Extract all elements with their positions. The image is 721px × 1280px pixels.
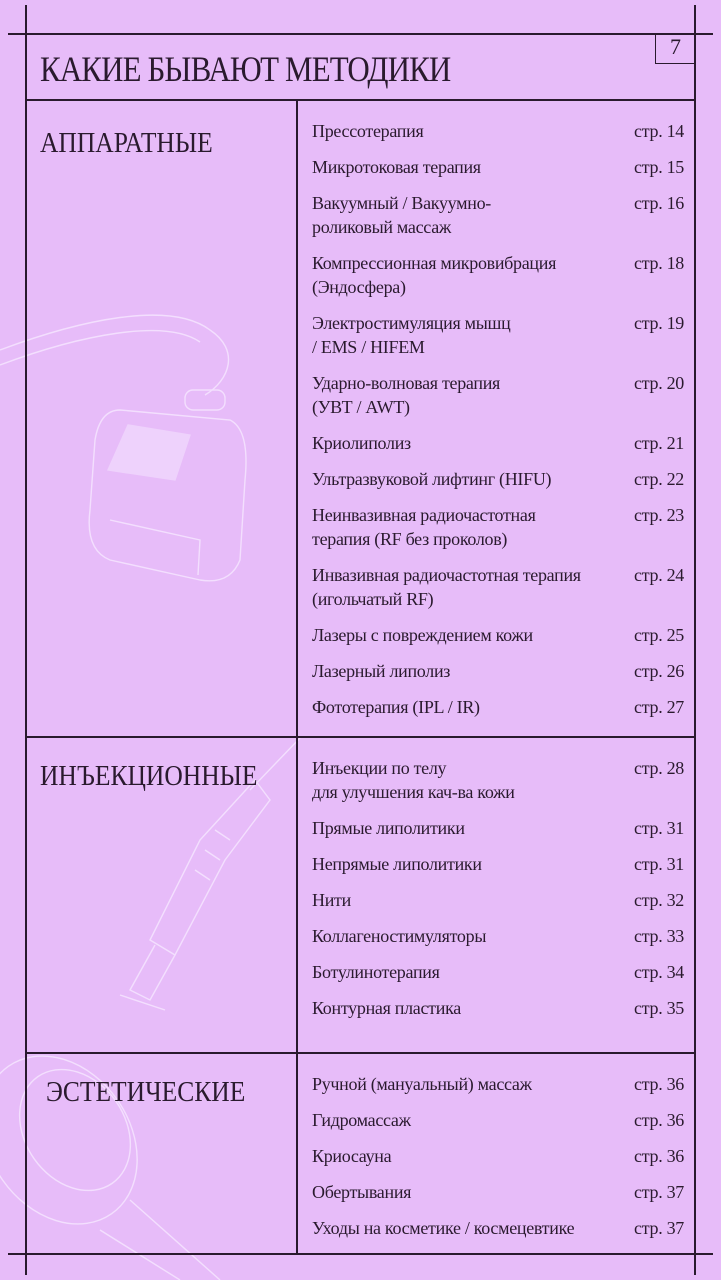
entry-page: стр. 14 [634,121,684,141]
toc-entry: Ручной (мануальный) массаж стр. 36 [312,1072,684,1096]
toc-entry: Фототерапия (IPL / IR) стр. 27 [312,695,684,719]
toc-entry: Ультразвуковой лифтинг (HIFU) стр. 22 [312,467,684,491]
entry-page: стр. 36 [634,1074,684,1094]
apparatus-list: Прессотерапия стр. 14 Микротоковая терапия… [312,119,684,731]
toc-entry: Уходы на косметике / космецевтике стр. 37 [312,1216,684,1240]
entry-name: Инвазивная радиочастотная терапия (иголь… [312,565,581,609]
entry-page: стр. 26 [634,661,684,681]
toc-entry: Гидромассаж стр. 36 [312,1108,684,1132]
top-rule [8,33,713,35]
section-title-aesthetic: ЭСТЕТИЧЕСКИЕ [46,1076,246,1108]
entry-name: Коллагеностимуляторы [312,926,487,946]
toc-entry: Ударно-волновая терапия (УВТ / AWT) стр. … [312,371,684,419]
entry-name: Микротоковая терапия [312,157,481,177]
toc-entry: Микротоковая терапия стр. 15 [312,155,684,179]
toc-entry: Ботулинотерапия стр. 34 [312,960,684,984]
entry-page: стр. 16 [634,193,684,213]
toc-entry: Нити стр. 32 [312,888,684,912]
toc-entry: Обертывания стр. 37 [312,1180,684,1204]
entry-page: стр. 32 [634,890,684,910]
toc-entry: Коллагеностимуляторы стр. 33 [312,924,684,948]
entry-name: Неинвазивная радиочастотная терапия (RF … [312,505,536,549]
entry-page: стр. 33 [634,926,684,946]
toc-entry: Электростимуляция мышц / EMS / HIFEM стр.… [312,311,684,359]
entry-name: Лазеры с повреждением кожи [312,625,533,645]
entry-page: стр. 34 [634,962,684,982]
entry-page: стр. 36 [634,1146,684,1166]
entry-name: Электростимуляция мышц / EMS / HIFEM [312,313,511,357]
entry-name: Лазерный липолиз [312,661,451,681]
entry-name: Гидромассаж [312,1110,411,1130]
entry-name: Ударно-волновая терапия (УВТ / AWT) [312,373,501,417]
entry-page: стр. 19 [634,313,684,333]
toc-entry: Криолиполиз стр. 21 [312,431,684,455]
massage-brush-icon [0,1055,221,1280]
left-rule [25,5,27,1275]
entry-name: Уходы на косметике / космецевтике [312,1218,575,1238]
toc-entry: Лазеры с повреждением кожи стр. 25 [312,623,684,647]
entry-name: Фототерапия (IPL / IR) [312,697,480,717]
page-title: КАКИЕ БЫВАЮТ МЕТОДИКИ [40,49,451,89]
entry-page: стр. 37 [634,1218,684,1238]
right-rule [694,5,696,1275]
entry-page: стр. 37 [634,1182,684,1202]
entry-page: стр. 31 [634,854,684,874]
aesthetic-list: Ручной (мануальный) массаж стр. 36 Гидрома… [312,1072,684,1252]
entry-name: Компрессионная микровибрация (Эндосфера) [312,253,557,297]
column-divider [296,99,298,1254]
injection-list: Инъекции по телу для улучшения кач-ва ко… [312,756,684,1032]
entry-name: Непрямые липолитики [312,854,482,874]
toc-entry: Компрессионная микровибрация (Эндосфера)… [312,251,684,299]
entry-page: стр. 21 [634,433,684,453]
entry-name: Криолиполиз [312,433,411,453]
entry-page: стр. 25 [634,625,684,645]
toc-entry: Вакуумный / Вакуумно- роликовый массаж ст… [312,191,684,239]
toc-entry: Лазерный липолиз стр. 26 [312,659,684,683]
section-title-injection: ИНЪЕКЦИОННЫЕ [40,760,258,792]
entry-page: стр. 23 [634,505,684,525]
title-divider [25,99,695,101]
entry-name: Криосауна [312,1146,392,1166]
entry-name: Прессотерапия [312,121,424,141]
toc-entry: Инъекции по телу для улучшения кач-ва ко… [312,756,684,804]
entry-page: стр. 27 [634,697,684,717]
entry-page: стр. 18 [634,253,684,273]
entry-name: Инъекции по телу для улучшения кач-ва ко… [312,758,515,802]
entry-name: Вакуумный / Вакуумно- роликовый массаж [312,193,491,237]
entry-name: Обертывания [312,1182,412,1202]
entry-page: стр. 31 [634,818,684,838]
entry-name: Контурная пластика [312,998,461,1018]
entry-page: стр. 24 [634,565,684,585]
entry-name: Ботулинотерапия [312,962,440,982]
apparatus-device-icon [0,314,247,582]
section-title-apparatus: АППАРАТНЫЕ [40,127,213,159]
toc-entry: Прямые липолитики стр. 31 [312,816,684,840]
section-divider [25,736,695,738]
page-number: 7 [655,33,695,64]
entry-name: Ультразвуковой лифтинг (HIFU) [312,469,552,489]
entry-page: стр. 20 [634,373,684,393]
toc-entry: Неинвазивная радиочастотная терапия (RF … [312,503,684,551]
toc-entry: Контурная пластика стр. 35 [312,996,684,1020]
toc-entry: Инвазивная радиочастотная терапия (иголь… [312,563,684,611]
entry-page: стр. 15 [634,157,684,177]
toc-entry: Прессотерапия стр. 14 [312,119,684,143]
entry-name: Ручной (мануальный) массаж [312,1074,532,1094]
entry-name: Прямые липолитики [312,818,465,838]
entry-page: стр. 36 [634,1110,684,1130]
entry-page: стр. 22 [634,469,684,489]
entry-name: Нити [312,890,351,910]
section-divider [25,1052,695,1054]
bottom-rule [8,1253,713,1255]
entry-page: стр. 35 [634,998,684,1018]
toc-entry: Непрямые липолитики стр. 31 [312,852,684,876]
toc-entry: Криосауна стр. 36 [312,1144,684,1168]
entry-page: стр. 28 [634,758,684,778]
